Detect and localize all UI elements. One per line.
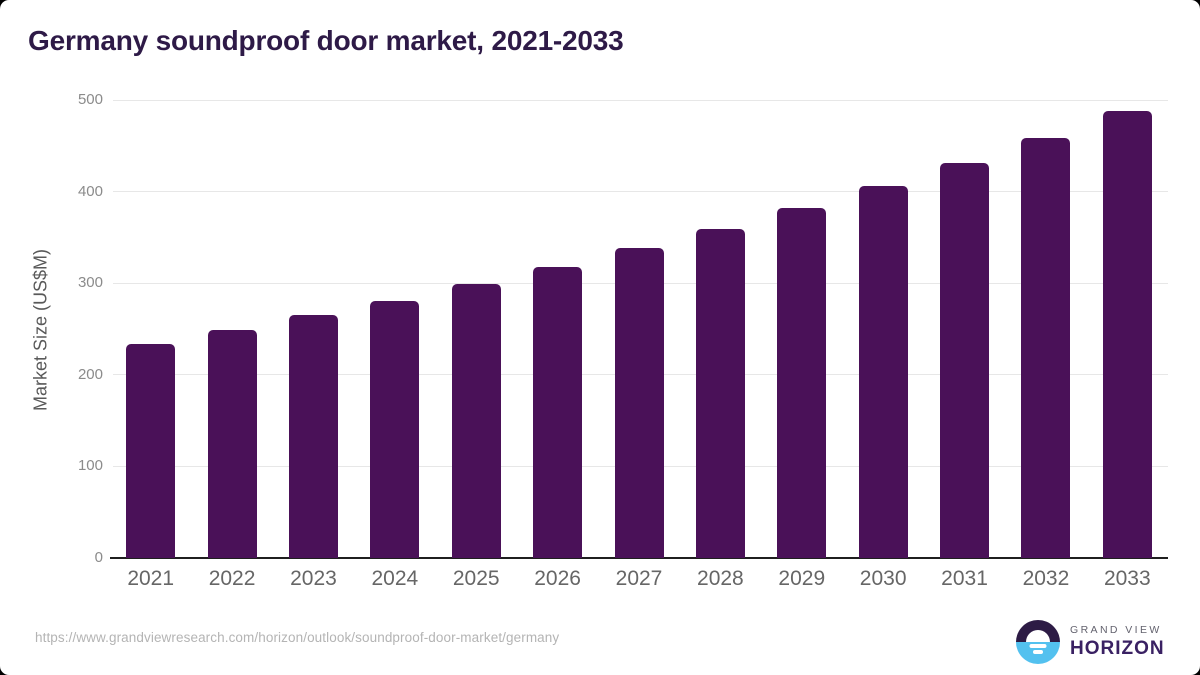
x-tick-label-2029: 2029: [778, 567, 826, 590]
bar-2029: [777, 208, 827, 558]
sun-reflection-line-1: [1029, 644, 1047, 648]
x-tick-label-2022: 2022: [208, 567, 256, 590]
x-tick-label-2027: 2027: [615, 567, 663, 590]
grand-view-horizon-logo: GRAND VIEW HORIZON: [1016, 620, 1165, 664]
y-tick-label-500: 500: [77, 91, 103, 108]
y-axis-title: Market Size (US$M): [30, 248, 51, 412]
bar-2032: [1021, 138, 1071, 558]
x-tick-label-2031: 2031: [941, 567, 988, 590]
x-tick-label-2021: 2021: [127, 567, 175, 590]
x-tick-label-2030: 2030: [859, 567, 907, 590]
x-tick-label-2024: 2024: [371, 567, 419, 590]
logo-text: GRAND VIEW HORIZON: [1070, 624, 1165, 660]
x-tick-label-2033: 2033: [1103, 567, 1151, 590]
source-url: https://www.grandviewresearch.com/horizo…: [35, 630, 560, 645]
horizon-sun-icon: [1016, 620, 1060, 664]
bar-2022: [207, 329, 257, 558]
bar-2025: [451, 284, 501, 558]
bar-2024: [370, 300, 420, 558]
x-tick-label-2028: 2028: [697, 567, 744, 590]
x-axis-line: [110, 557, 1168, 559]
bar-2026: [533, 266, 583, 558]
x-tick-label-2032: 2032: [1022, 567, 1070, 590]
page-title: Germany soundproof door market, 2021-203…: [28, 25, 624, 56]
y-tick-label-100: 100: [77, 457, 103, 475]
x-tick-label-2026: 2026: [534, 567, 581, 590]
bar-2028: [695, 229, 745, 558]
bar-2021: [126, 343, 176, 558]
bar-2031: [940, 163, 990, 558]
brand-name-bottom: HORIZON: [1070, 638, 1165, 659]
sun-shape: [1026, 630, 1050, 642]
y-tick-label-200: 200: [77, 365, 103, 383]
bar-2033: [1102, 110, 1152, 558]
y-tick-label-300: 300: [77, 274, 103, 292]
gridline-500: [113, 99, 1168, 101]
x-tick-label-2023: 2023: [290, 567, 337, 590]
x-tick-label-2025: 2025: [452, 567, 500, 590]
y-tick-label-0: 0: [94, 549, 103, 566]
bar-2027: [614, 248, 664, 558]
bar-2030: [858, 186, 908, 558]
y-tick-label-400: 400: [77, 182, 103, 200]
sun-reflection-line-2: [1033, 650, 1043, 654]
brand-name-top: GRAND VIEW: [1070, 624, 1162, 636]
gridline-400: [113, 191, 1168, 193]
bar-2023: [288, 315, 338, 558]
